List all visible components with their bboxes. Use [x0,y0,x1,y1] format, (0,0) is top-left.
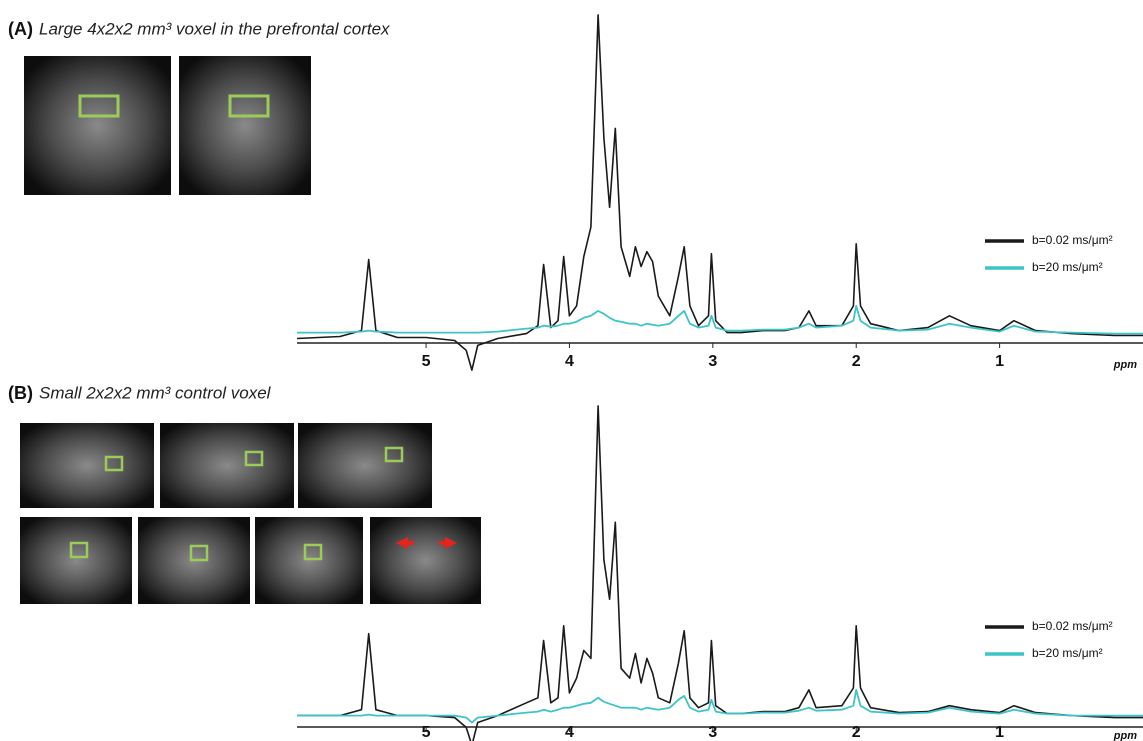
spectrum-line [297,306,1143,334]
mri-image [20,423,154,508]
mri-image [160,423,294,508]
legend-label: b=0.02 ms/μm² [1032,619,1113,633]
x-axis-label: ppm [1113,359,1137,371]
x-tick-label: 1 [995,724,1004,741]
panel-caption: Large 4x2x2 mm³ voxel in the prefrontal … [39,19,390,38]
mri-image [255,517,363,604]
x-tick-label: 5 [422,353,431,370]
x-axis-label: ppm [1113,730,1137,741]
panel-caption: Small 2x2x2 mm³ control voxel [39,383,272,402]
figure: (A) Large 4x2x2 mm³ voxel in the prefront… [0,0,1143,741]
panel-label: (B) [8,383,33,403]
x-tick-label: 1 [995,353,1004,370]
x-tick-label: 2 [852,353,861,370]
x-tick-label: 4 [565,353,574,370]
legend-label: b=20 ms/μm² [1032,260,1103,274]
x-tick-label: 3 [708,353,717,370]
mri-image [370,517,481,604]
spectrum-line [297,15,1143,370]
mri-image [20,517,132,604]
legend-label: b=20 ms/μm² [1032,646,1103,660]
legend-label: b=0.02 ms/μm² [1032,233,1113,247]
x-tick-label: 2 [852,724,861,741]
mri-images [20,56,481,604]
x-tick-label: 3 [708,724,717,741]
mri-image [298,423,432,508]
x-tick-label: 5 [422,724,431,741]
mri-image [24,56,171,195]
mri-image [179,56,311,195]
panel-label: (A) [8,19,33,39]
x-tick-label: 4 [565,724,574,741]
